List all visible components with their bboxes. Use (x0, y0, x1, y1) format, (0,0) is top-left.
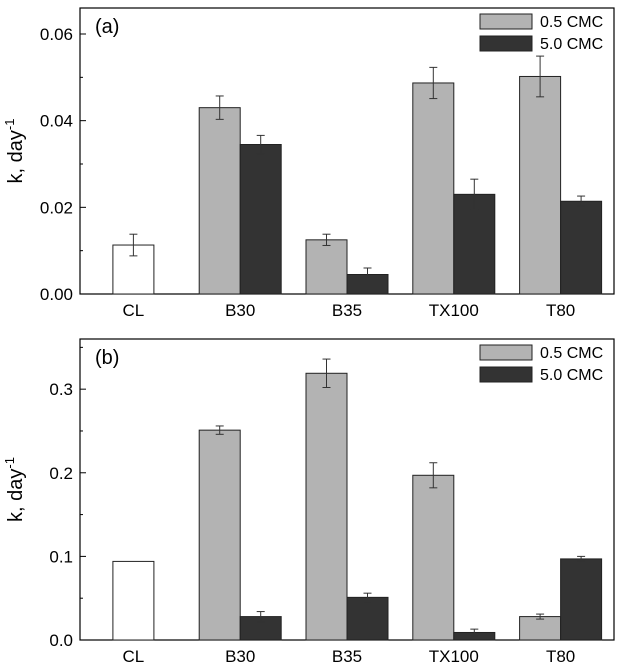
error-bar (470, 178, 479, 210)
error-bar (429, 462, 438, 489)
y-tick-label: 0.0 (49, 631, 73, 650)
x-tick-label: TX100 (429, 647, 479, 666)
bar-series1 (198, 429, 241, 641)
legend-label: 5.0 CMC (540, 36, 603, 53)
bar-series1 (198, 107, 241, 295)
error-bar (536, 613, 545, 620)
panel-label: (b) (95, 347, 119, 369)
legend-label: 0.5 CMC (540, 14, 603, 31)
x-tick-label: B35 (332, 647, 362, 666)
error-bar (322, 358, 331, 388)
error-bar (363, 267, 372, 282)
legend: 0.5 CMC 5.0 CMC (479, 344, 603, 384)
legend-swatch (479, 35, 533, 52)
y-tick-label: 0.3 (49, 380, 73, 399)
bar-series1 (412, 82, 455, 295)
y-tick-label: 0.2 (49, 464, 73, 483)
error-bar (256, 611, 265, 623)
bar-series1 (519, 616, 562, 641)
y-axis-title: k, day-1 (2, 119, 27, 184)
x-tick-label: B30 (225, 647, 255, 666)
error-bar (470, 628, 479, 637)
bar-series2 (346, 596, 389, 641)
x-tick-label: T80 (546, 647, 575, 666)
x-tick-label: CL (123, 647, 145, 666)
bar-series2 (560, 200, 603, 295)
legend-label: 0.5 CMC (540, 345, 603, 362)
error-bar (129, 233, 138, 257)
bar-control (112, 560, 155, 641)
x-tick-label: CL (123, 301, 145, 320)
y-axis-title: k, day-1 (2, 457, 27, 522)
y-tick-label: 0.06 (40, 25, 73, 44)
bar-series1 (519, 75, 562, 295)
y-tick-label: 0.00 (40, 285, 73, 304)
legend-swatch (479, 366, 533, 383)
error-bar (256, 134, 265, 155)
error-bar (577, 555, 586, 562)
legend: 0.5 CMC 5.0 CMC (479, 13, 603, 53)
panel-b: 0.0 0.1 0.2 0.3 CL B30 B35 TX100 T80 (b) k, day-1 0… (2, 338, 615, 666)
error-bar (363, 592, 372, 603)
bar-series1 (305, 372, 348, 641)
bar-series2 (453, 193, 496, 295)
error-bar (322, 233, 331, 246)
error-bar (215, 95, 224, 120)
y-tick-label: 0.02 (40, 198, 73, 217)
legend-swatch (479, 344, 533, 361)
bar-series2 (560, 558, 603, 641)
y-tick-label: 0.04 (40, 112, 73, 131)
y-tick-label: 0.1 (49, 547, 73, 566)
x-tick-label: T80 (546, 301, 575, 320)
error-bar (577, 195, 586, 207)
panel-label: (a) (95, 16, 119, 38)
error-bar (429, 66, 438, 100)
panel-a: 0.00 0.02 0.04 0.06 CL B30 B35 TX100 T80 (a) k, da… (2, 7, 615, 320)
bar-series1 (412, 474, 455, 641)
bar-series1 (305, 239, 348, 295)
legend-swatch (479, 13, 533, 30)
error-bar (536, 55, 545, 98)
bar-series2 (239, 144, 282, 295)
legend-label: 5.0 CMC (540, 367, 603, 384)
error-bar (215, 425, 224, 435)
x-tick-label: B30 (225, 301, 255, 320)
x-tick-label: B35 (332, 301, 362, 320)
x-tick-label: TX100 (429, 301, 479, 320)
